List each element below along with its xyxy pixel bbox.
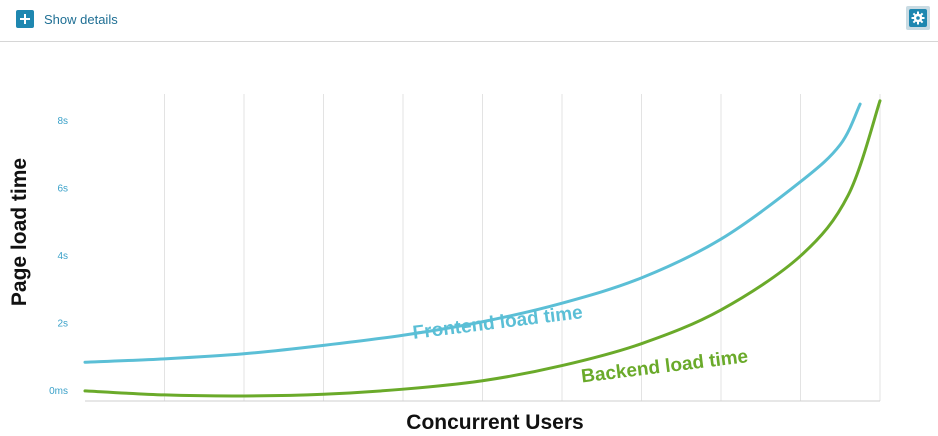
y-tick-label: 0ms <box>49 386 68 397</box>
gear-icon[interactable] <box>909 9 927 27</box>
series-label-frontend: Frontend load time <box>412 302 584 344</box>
y-tick-label: 8s <box>57 116 68 127</box>
show-details-label[interactable]: Show details <box>44 11 118 27</box>
series-line-frontend <box>83 102 862 364</box>
top-toolbar: Show details <box>0 0 938 42</box>
x-axis-title: Concurrent Users <box>406 411 583 434</box>
y-tick-label: 4s <box>57 251 68 262</box>
series-label-backend: Backend load time <box>580 346 749 387</box>
series-lines <box>83 99 882 398</box>
y-tick-label: 2s <box>57 318 68 329</box>
y-axis-ticks: 0ms 2s 4s 6s 8s <box>49 116 68 397</box>
series-line-backend <box>83 99 882 398</box>
plus-icon[interactable] <box>16 10 34 28</box>
settings-button[interactable] <box>906 6 930 30</box>
chart-grid <box>164 94 881 401</box>
y-tick-label: 6s <box>57 183 68 194</box>
y-axis-title: Page load time <box>8 158 31 306</box>
show-details-toggle[interactable]: Show details <box>16 9 118 29</box>
